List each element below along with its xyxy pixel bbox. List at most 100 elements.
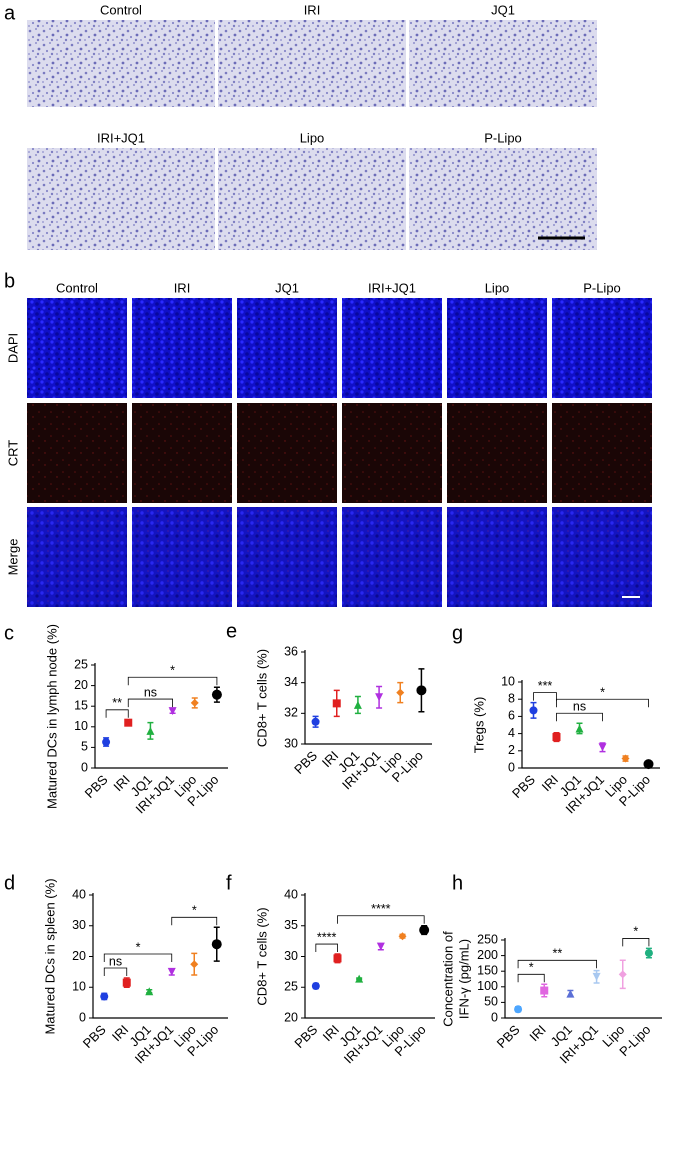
fluorescence-image (342, 298, 442, 398)
significance-bracket (171, 916, 218, 926)
significance-label: **** (371, 902, 391, 916)
data-point (396, 688, 405, 697)
data-point (355, 974, 364, 983)
y-tick-label: 20 (284, 1010, 298, 1024)
significance-label: ns (144, 685, 157, 699)
x-tick-label: PBS (509, 772, 538, 801)
data-point (100, 992, 109, 1001)
data-point (398, 932, 407, 941)
column-label: IRI+JQ1 (368, 280, 416, 295)
data-point (190, 960, 199, 969)
y-tick-label: 0 (508, 760, 515, 774)
row-label: Merge (5, 539, 20, 576)
y-axis-label: CD8+ T cells (%) (254, 907, 269, 1005)
y-tick-label: 0 (81, 760, 88, 774)
data-point (353, 700, 362, 709)
fluorescence-image (132, 403, 232, 503)
data-point (552, 733, 561, 742)
significance-label: ** (552, 947, 562, 961)
y-tick-label: 25 (284, 980, 298, 994)
axis (504, 938, 662, 1019)
significance-bracket (127, 676, 218, 686)
y-tick-label: 50 (484, 995, 498, 1009)
micrograph (27, 20, 215, 107)
fluorescence-image (552, 298, 652, 398)
y-axis-label: CD8+ T cells (%) (254, 649, 269, 747)
fluorescence-image (342, 403, 442, 503)
image-label: Lipo (300, 130, 325, 145)
data-point (416, 685, 427, 696)
fluorescence-image (447, 298, 547, 398)
y-tick-label: 34 (284, 675, 298, 689)
panel-letter: h (452, 872, 463, 894)
micrograph (409, 148, 597, 250)
x-tick-label: IRI (526, 1022, 548, 1044)
panel-letter: b (4, 270, 15, 292)
significance-bracket (315, 943, 338, 953)
significance-label: ** (112, 696, 122, 710)
image-label: Control (100, 2, 142, 17)
data-point (190, 698, 199, 707)
image-label: IRI+JQ1 (97, 130, 145, 145)
fluorescence-image (447, 507, 547, 607)
y-tick-label: 36 (284, 644, 298, 658)
y-tick-label: 20 (74, 678, 88, 692)
x-tick-label: PBS (80, 1022, 109, 1051)
panel-letter: e (226, 620, 237, 642)
significance-label: * (633, 925, 638, 939)
fluorescence-image (237, 403, 337, 503)
image-label: P-Lipo (484, 130, 522, 145)
y-tick-label: 100 (477, 979, 498, 993)
y-axis-label: Concentration of (440, 931, 455, 1027)
significance-bracket (105, 709, 129, 718)
fluorescence-image (552, 507, 652, 607)
y-tick-label: 6 (508, 709, 515, 723)
image-label: IRI (304, 2, 321, 17)
image-label: JQ1 (491, 2, 515, 17)
fluorescence-image (342, 507, 442, 607)
significance-bracket (533, 692, 557, 701)
micrograph (218, 148, 406, 250)
data-point (575, 724, 584, 733)
micrograph (409, 20, 597, 107)
axis (304, 893, 435, 1019)
y-tick-label: 30 (284, 736, 298, 750)
column-label: Lipo (485, 280, 510, 295)
x-tick-label: PBS (82, 772, 111, 801)
significance-label: ns (573, 700, 586, 714)
micrograph (27, 148, 215, 250)
y-axis-label: Tregs (%) (471, 697, 486, 754)
y-tick-label: 30 (72, 918, 86, 932)
significance-label: ns (109, 954, 122, 968)
row-label: DAPI (5, 333, 20, 363)
x-tick-label: PBS (494, 1022, 523, 1051)
y-tick-label: 15 (74, 698, 88, 712)
y-tick-label: 10 (72, 980, 86, 994)
micrograph (218, 20, 406, 107)
x-tick-label: PBS (291, 1022, 320, 1051)
panel-letter: a (4, 2, 16, 24)
y-tick-label: 10 (501, 674, 515, 688)
data-point (332, 699, 341, 708)
x-tick-label: PBS (291, 748, 320, 777)
fluorescence-image (27, 507, 127, 607)
y-axis-label: Matured DCs in spleen (%) (42, 878, 57, 1034)
y-tick-label: 20 (72, 949, 86, 963)
significance-bracket (622, 938, 650, 947)
y-tick-label: 40 (72, 887, 86, 901)
fluorescence-image (27, 403, 127, 503)
y-tick-label: 35 (284, 918, 298, 932)
data-point (514, 1005, 523, 1014)
data-point (621, 754, 630, 763)
significance-bracket (127, 698, 173, 708)
y-tick-label: 150 (477, 963, 498, 977)
significance-label: * (600, 686, 605, 700)
data-point (333, 954, 342, 963)
column-label: JQ1 (275, 280, 299, 295)
y-axis-label: Matured DCs in lymph node (%) (44, 624, 59, 809)
data-point (419, 925, 430, 936)
panel-letter: g (452, 622, 463, 644)
fluorescence-image (237, 507, 337, 607)
fluorescence-image (132, 298, 232, 398)
